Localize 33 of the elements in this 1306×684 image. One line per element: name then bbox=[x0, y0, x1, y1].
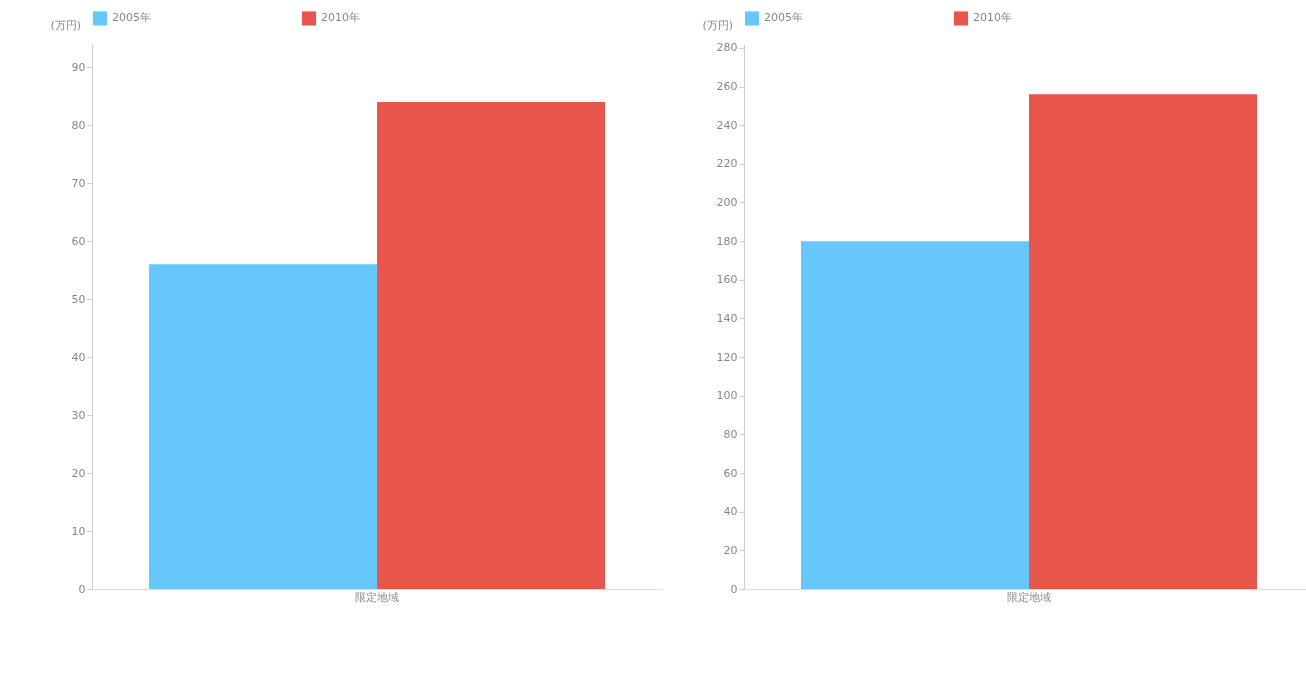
y-tick-label: 40 bbox=[723, 505, 738, 519]
y-tick-label: 100 bbox=[716, 389, 738, 403]
y-tick-label: 0 bbox=[730, 582, 738, 596]
y-tick-label: 120 bbox=[716, 350, 738, 364]
y-tick-label: 90 bbox=[71, 60, 86, 74]
y-tick-label: 0 bbox=[78, 582, 86, 596]
y-tick-label: 20 bbox=[71, 466, 86, 480]
y-tick-label: 80 bbox=[71, 118, 86, 132]
legend-label: 2010年 bbox=[973, 11, 1012, 25]
y-axis-title: (万円) bbox=[50, 18, 82, 32]
y-axis-title: (万円) bbox=[702, 18, 734, 32]
legend-label: 2005年 bbox=[764, 11, 803, 25]
y-tick-label: 30 bbox=[71, 408, 86, 422]
x-tick-label: 限定地域 bbox=[355, 590, 399, 604]
y-tick-label: 180 bbox=[716, 234, 738, 248]
y-tick-label: 60 bbox=[723, 466, 738, 480]
y-tick-label: 40 bbox=[71, 350, 86, 364]
y-tick-label: 20 bbox=[723, 543, 738, 557]
x-tick-label: 限定地域 bbox=[1007, 590, 1051, 604]
y-tick-label: 260 bbox=[716, 80, 738, 94]
y-tick-label: 200 bbox=[716, 195, 738, 209]
legend-label: 2010年 bbox=[321, 11, 360, 25]
y-tick-label: 80 bbox=[723, 427, 738, 441]
y-tick-label: 60 bbox=[71, 234, 86, 248]
y-tick-label: 280 bbox=[716, 41, 738, 55]
y-tick-label: 240 bbox=[716, 118, 738, 132]
y-tick-label: 140 bbox=[716, 311, 738, 325]
y-tick-label: 160 bbox=[716, 273, 738, 287]
y-tick-label: 10 bbox=[71, 524, 86, 538]
y-tick-label: 220 bbox=[716, 157, 738, 171]
legend-label: 2005年 bbox=[112, 11, 151, 25]
y-tick-label: 70 bbox=[71, 176, 86, 190]
y-tick-label: 50 bbox=[71, 292, 86, 306]
